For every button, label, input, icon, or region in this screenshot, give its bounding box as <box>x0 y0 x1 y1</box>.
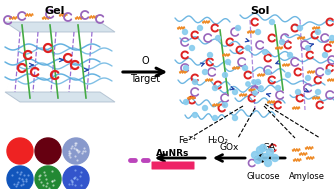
Circle shape <box>255 156 262 163</box>
Circle shape <box>259 86 263 90</box>
Circle shape <box>252 152 259 159</box>
Circle shape <box>189 46 194 50</box>
FancyBboxPatch shape <box>152 161 194 170</box>
Text: Glucose: Glucose <box>246 172 280 181</box>
Circle shape <box>286 73 291 77</box>
Circle shape <box>192 80 197 84</box>
Circle shape <box>235 26 240 30</box>
Circle shape <box>266 70 271 74</box>
Circle shape <box>202 105 207 111</box>
Circle shape <box>330 36 334 40</box>
Circle shape <box>35 166 61 189</box>
Circle shape <box>272 154 279 161</box>
Circle shape <box>232 90 237 94</box>
Circle shape <box>225 60 230 64</box>
Circle shape <box>212 85 217 91</box>
Circle shape <box>212 115 217 121</box>
Text: Target: Target <box>130 74 160 84</box>
Circle shape <box>288 53 293 57</box>
Circle shape <box>232 115 237 121</box>
Text: O: O <box>141 56 149 66</box>
Text: Amylose: Amylose <box>289 172 325 181</box>
Circle shape <box>222 102 227 108</box>
Circle shape <box>215 36 220 40</box>
Circle shape <box>252 80 256 84</box>
Circle shape <box>256 29 261 35</box>
Polygon shape <box>5 92 115 102</box>
Circle shape <box>306 75 311 81</box>
Circle shape <box>256 80 261 84</box>
Circle shape <box>242 66 247 70</box>
Circle shape <box>267 149 274 156</box>
Circle shape <box>270 19 275 25</box>
Circle shape <box>202 70 207 74</box>
Circle shape <box>222 73 227 77</box>
Circle shape <box>183 99 188 105</box>
Circle shape <box>182 29 187 35</box>
Circle shape <box>63 138 89 164</box>
Circle shape <box>7 166 33 189</box>
Circle shape <box>262 153 269 160</box>
Circle shape <box>316 29 321 35</box>
Text: Sol: Sol <box>250 6 270 16</box>
Circle shape <box>280 40 285 44</box>
Circle shape <box>35 138 61 164</box>
Circle shape <box>207 53 212 57</box>
Circle shape <box>197 26 202 30</box>
Circle shape <box>316 90 321 94</box>
Polygon shape <box>5 22 115 32</box>
Circle shape <box>257 146 264 153</box>
Circle shape <box>260 145 267 152</box>
Text: Fe²⁺: Fe²⁺ <box>178 136 196 145</box>
Circle shape <box>246 82 250 86</box>
Text: H₂O₂: H₂O₂ <box>207 136 228 145</box>
Text: GA: GA <box>263 143 276 152</box>
Circle shape <box>253 91 257 95</box>
Text: Gel: Gel <box>45 6 65 16</box>
Circle shape <box>298 26 303 30</box>
Circle shape <box>192 112 197 118</box>
Circle shape <box>276 85 281 91</box>
Circle shape <box>63 166 89 189</box>
Circle shape <box>265 160 272 167</box>
Circle shape <box>296 90 301 94</box>
Circle shape <box>306 46 311 50</box>
Circle shape <box>245 46 250 50</box>
Circle shape <box>326 70 331 74</box>
Circle shape <box>7 138 33 164</box>
Circle shape <box>183 66 188 70</box>
Text: GOx: GOx <box>219 143 239 152</box>
Circle shape <box>263 50 268 54</box>
Text: AuNRs: AuNRs <box>156 149 190 158</box>
Circle shape <box>323 53 328 57</box>
